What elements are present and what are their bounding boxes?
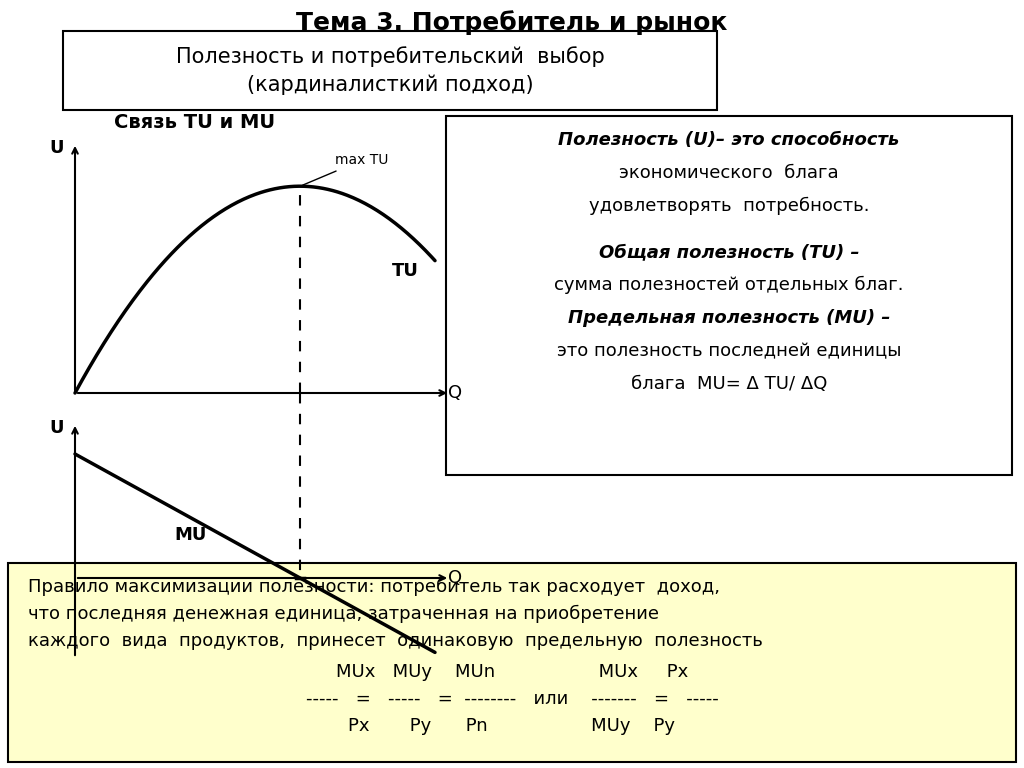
Text: каждого  вида  продуктов,  принесет  одинаковую  предельную  полезность: каждого вида продуктов, принесет одинако… (28, 632, 763, 650)
Text: MUx   MUy    MUn                  MUx     Px: MUx MUy MUn MUx Px (336, 663, 688, 681)
Text: экономического  блага: экономического блага (620, 164, 839, 182)
Text: Полезность (U)– это способность: Полезность (U)– это способность (558, 131, 900, 149)
Text: Общая полезность (TU) –: Общая полезность (TU) – (599, 243, 859, 261)
Text: удовлетворять  потребность.: удовлетворять потребность. (589, 197, 869, 215)
Text: -----   =   -----   =  --------   или    -------   =   -----: ----- = ----- = -------- или ------- = -… (305, 690, 719, 708)
Text: MU: MU (174, 525, 207, 544)
Text: Полезность и потребительский  выбор
(кардиналисткий подход): Полезность и потребительский выбор (кард… (176, 46, 604, 95)
Text: это полезность последней единицы: это полезность последней единицы (557, 343, 901, 360)
Text: что последняя денежная единица, затраченная на приобретение: что последняя денежная единица, затрачен… (28, 605, 659, 623)
Text: Px       Py      Pn                  MUy    Py: Px Py Pn MUy Py (348, 717, 676, 735)
Text: TU: TU (392, 262, 419, 280)
Text: Тема 3. Потребитель и рынок: Тема 3. Потребитель и рынок (296, 11, 728, 35)
Text: Правило максимизации полезности: потребитель так расходует  доход,: Правило максимизации полезности: потреби… (28, 578, 720, 596)
FancyBboxPatch shape (8, 563, 1016, 762)
Text: Q: Q (447, 384, 462, 402)
Text: Связь TU и MU: Связь TU и MU (115, 114, 275, 133)
Text: U: U (50, 419, 65, 437)
Text: сумма полезностей отдельных благ.: сумма полезностей отдельных благ. (554, 276, 904, 294)
Text: Q: Q (447, 569, 462, 587)
Text: max TU: max TU (303, 153, 388, 185)
FancyBboxPatch shape (63, 31, 717, 110)
Text: Предельная полезность (MU) –: Предельная полезность (MU) – (568, 310, 890, 327)
Text: U: U (50, 139, 65, 157)
Text: блага  MU= Δ TU/ ΔQ: блага MU= Δ TU/ ΔQ (631, 376, 827, 393)
FancyBboxPatch shape (446, 116, 1012, 475)
